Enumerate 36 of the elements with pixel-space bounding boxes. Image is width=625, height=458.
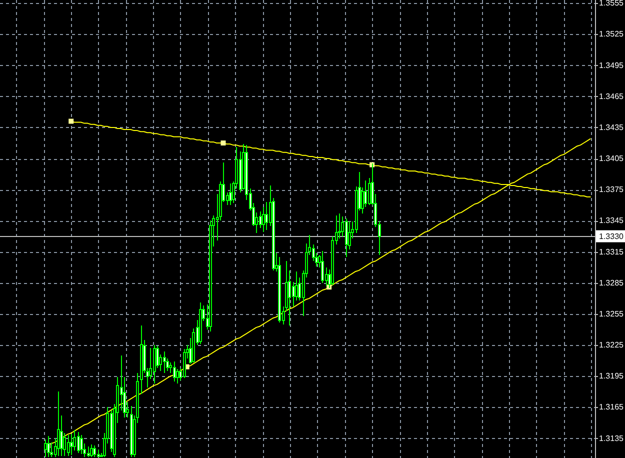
y-tick-label: 1.3525: [599, 30, 624, 39]
y-tick-label: 1.3345: [599, 216, 624, 226]
candlestick: [73, 430, 76, 452]
y-tick-label: 1.3195: [599, 372, 624, 381]
candlestick: [70, 434, 73, 456]
y-tick-label: 1.3225: [599, 340, 624, 350]
candlestick: [229, 182, 232, 206]
y-tick-label: 1.3135: [599, 434, 624, 443]
y-tick-label: 1.3255: [599, 309, 624, 318]
y-tick-label: 1.3315: [599, 247, 624, 256]
y-tick-label: 1.3555: [599, 0, 624, 8]
y-tick-label: 1.3435: [599, 122, 624, 132]
point: [220, 140, 226, 146]
candlestick: [163, 350, 166, 374]
candlestick: [278, 256, 281, 323]
candlestick: [97, 449, 100, 458]
y-tick-label: 1.3165: [599, 402, 624, 412]
point: [68, 118, 74, 124]
candlestick: [140, 324, 143, 394]
candlestick: [130, 406, 133, 458]
y-tick-label: 1.3495: [599, 60, 624, 70]
y-tick-label: 1.3465: [599, 92, 624, 101]
candlestick: [87, 446, 90, 458]
candlestick: [77, 432, 80, 454]
candlestick: [345, 218, 348, 258]
candlestick: [199, 302, 202, 345]
ref-line-label: 1.3330: [599, 232, 624, 241]
candlestick: [183, 348, 186, 379]
candlestick: [173, 361, 176, 382]
candlestick: [80, 434, 83, 454]
candlestick: [321, 250, 324, 284]
candlestick: [93, 445, 96, 458]
y-tick-label: 1.3285: [599, 278, 624, 288]
candlestick: [153, 344, 156, 384]
y-tick-label: 1.3375: [599, 185, 624, 194]
y-tick-label: 1.3405: [599, 154, 624, 164]
